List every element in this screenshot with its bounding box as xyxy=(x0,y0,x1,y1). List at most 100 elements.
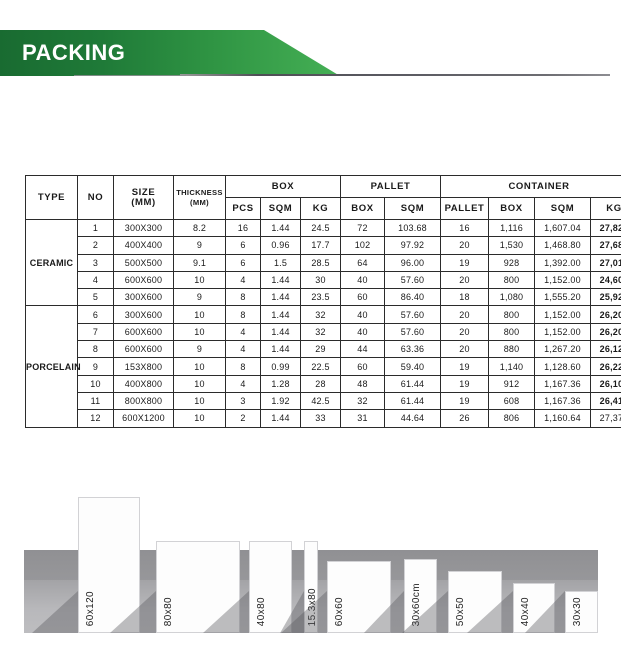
cell-container-kg: 26,120 xyxy=(589,340,621,359)
cell-thickness: 10 xyxy=(173,391,226,411)
cell-box-sqm: 0.99 xyxy=(260,357,301,376)
cell-pallet-sqm: 61.44 xyxy=(384,374,441,393)
cell-pallet-sqm: 44.64 xyxy=(384,409,441,428)
col-header-thickness-text: THICKNESS xyxy=(176,187,223,197)
cell-container-pallet: 20 xyxy=(440,340,489,359)
cell-no: 6 xyxy=(77,305,114,324)
tile-swatch: 40x80 xyxy=(249,541,292,633)
cell-container-kg: 26,106 xyxy=(589,374,621,393)
cell-thickness: 10 xyxy=(173,305,226,324)
cell-container-pallet: 20 xyxy=(440,236,489,255)
col-header-box-kg: KG xyxy=(300,197,341,220)
cell-box-kg: 33 xyxy=(300,409,341,428)
table-row: 2 400X400 9 6 0.96 17.7 102 97.92 20 1,530 1,468.8… xyxy=(26,236,621,255)
cell-pallet-box: 72 xyxy=(340,218,385,238)
cell-box-sqm: 1.92 xyxy=(260,391,301,411)
cell-thickness: 9.1 xyxy=(173,253,226,272)
tile-size-label: 40x40 xyxy=(520,596,531,626)
cell-no: 8 xyxy=(77,340,114,359)
cell-no: 11 xyxy=(77,391,114,411)
cell-container-box: 880 xyxy=(488,340,535,359)
cell-type: PORCELAIN xyxy=(25,305,81,428)
col-header-container-kg: KG xyxy=(589,197,621,220)
cell-container-sqm: 1,555.20 xyxy=(534,288,591,307)
cell-pallet-box: 32 xyxy=(340,391,385,411)
col-header-type: TYPE xyxy=(25,175,78,220)
cell-pallet-sqm: 59.40 xyxy=(384,357,441,376)
cell-container-box: 1,116 xyxy=(488,218,535,238)
cell-pallet-sqm: 63.36 xyxy=(384,340,441,359)
cell-pallet-sqm: 57.60 xyxy=(384,270,441,290)
tile-swatch: 15.3x80 xyxy=(304,541,318,633)
table-body: CERAMIC 1 300X300 8.2 16 1.44 24.5 72 103.68 16 1,… xyxy=(25,218,621,428)
cell-container-kg: 27,378 xyxy=(589,409,621,428)
cell-box-pcs: 6 xyxy=(225,236,261,255)
cell-thickness: 10 xyxy=(173,270,226,290)
cell-size: 600X1200 xyxy=(113,409,174,428)
cell-box-kg: 32 xyxy=(300,305,341,324)
cell-container-kg: 26,200 xyxy=(589,322,621,342)
tile-size-label: 60x60 xyxy=(334,596,345,626)
cell-size: 400X800 xyxy=(113,374,174,393)
cell-thickness: 9 xyxy=(173,236,226,255)
cell-container-pallet: 19 xyxy=(440,357,489,376)
cell-box-sqm: 1.28 xyxy=(260,374,301,393)
cell-box-kg: 28 xyxy=(300,374,341,393)
cell-no: 7 xyxy=(77,322,114,342)
tile-size-label: 30x30 xyxy=(572,596,583,626)
header-divider-line xyxy=(180,74,610,76)
tile-swatch: 80x80 xyxy=(156,541,240,633)
table-row: 8 600X600 9 4 1.44 29 44 63.36 20 880 1,267.20 26,1… xyxy=(26,340,621,359)
cell-box-sqm: 1.44 xyxy=(260,409,301,428)
cell-no: 4 xyxy=(77,270,114,290)
cell-container-pallet: 16 xyxy=(440,218,489,238)
tile-size-label: 30x60cm xyxy=(411,582,422,626)
table-row: 7 600X600 10 4 1.44 32 40 57.60 20 800 1,152.00 26,… xyxy=(26,322,621,342)
cell-box-kg: 23.5 xyxy=(300,288,341,307)
cell-box-kg: 42.5 xyxy=(300,391,341,411)
tile-swatch: 60x120 xyxy=(78,497,140,633)
cell-container-pallet: 19 xyxy=(440,374,489,393)
cell-container-box: 912 xyxy=(488,374,535,393)
cell-pallet-box: 60 xyxy=(340,288,385,307)
col-header-no: NO xyxy=(77,175,114,220)
cell-pallet-box: 64 xyxy=(340,253,385,272)
cell-size: 153X800 xyxy=(113,357,174,376)
cell-container-box: 800 xyxy=(488,322,535,342)
cell-box-pcs: 8 xyxy=(225,357,261,376)
cell-box-pcs: 4 xyxy=(225,322,261,342)
cell-container-box: 806 xyxy=(488,409,535,428)
cell-container-sqm: 1,167.36 xyxy=(534,391,591,411)
cell-box-sqm: 1.44 xyxy=(260,218,301,238)
cell-container-pallet: 18 xyxy=(440,288,489,307)
cell-pallet-box: 48 xyxy=(340,374,385,393)
cell-box-kg: 17.7 xyxy=(300,236,341,255)
cell-size: 300X300 xyxy=(113,218,174,238)
tile-size-label: 15.3x80 xyxy=(307,587,318,626)
col-header-box-sqm: SQM xyxy=(260,197,301,220)
cell-box-pcs: 8 xyxy=(225,305,261,324)
cell-no: 12 xyxy=(77,409,114,428)
cell-container-pallet: 20 xyxy=(440,322,489,342)
cell-thickness: 8.2 xyxy=(173,218,226,238)
cell-thickness: 10 xyxy=(173,322,226,342)
cell-no: 1 xyxy=(77,218,114,238)
page-title: PACKING xyxy=(22,40,126,65)
cell-pallet-sqm: 103.68 xyxy=(384,218,441,238)
col-header-box-pcs: PCS xyxy=(225,197,261,220)
cell-pallet-box: 40 xyxy=(340,270,385,290)
cell-box-sqm: 1.44 xyxy=(260,305,301,324)
cell-thickness: 10 xyxy=(173,357,226,376)
cell-type: CERAMIC xyxy=(25,218,78,307)
header-divider-line-secondary xyxy=(74,75,186,76)
cell-container-kg: 24,600 xyxy=(589,270,621,290)
table-row: 9 153X800 10 8 0.99 22.5 60 59.40 19 1,140 1,128.6… xyxy=(26,357,621,376)
cell-pallet-sqm: 97.92 xyxy=(384,236,441,255)
cell-thickness: 10 xyxy=(173,374,226,393)
col-header-container-box: BOX xyxy=(488,197,535,220)
cell-box-pcs: 3 xyxy=(225,391,261,411)
table-row: 5 300X600 9 8 1.44 23.5 60 86.40 18 1,080 1,555.20… xyxy=(26,288,621,307)
cell-no: 10 xyxy=(77,374,114,393)
cell-container-kg: 26,410 xyxy=(589,391,621,411)
cell-no: 3 xyxy=(77,253,114,272)
